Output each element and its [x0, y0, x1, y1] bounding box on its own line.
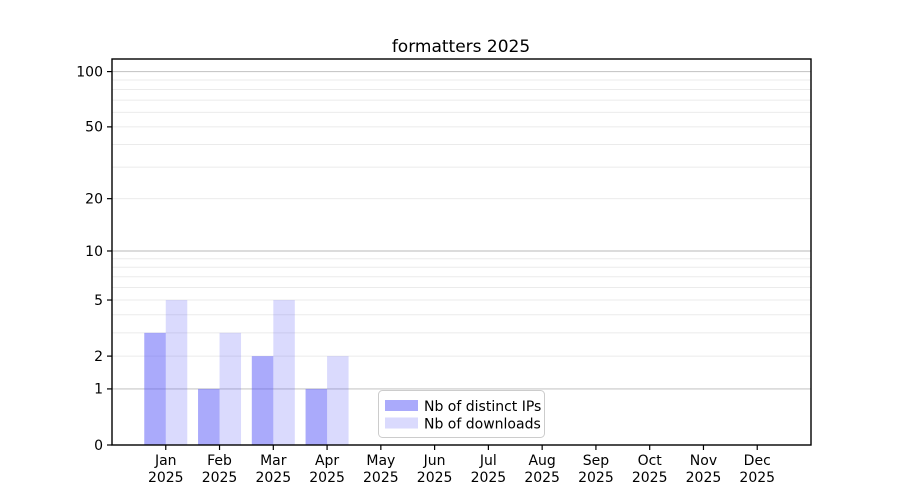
x-tick-label-year: 2025: [417, 470, 453, 486]
x-tick-label-month: Jan: [154, 453, 177, 469]
bar: [251, 356, 274, 445]
legend-label-downloads: Nb of downloads: [424, 417, 541, 433]
plot-border: [111, 58, 812, 446]
y-tick-label: 10: [85, 244, 103, 260]
x-tick-label-month: Dec: [744, 453, 771, 469]
x-tick-label-month: Aug: [528, 453, 555, 469]
x-tick-label-year: 2025: [309, 470, 345, 486]
axis-ticks: [107, 70, 758, 450]
x-tick-label-month: May: [366, 453, 395, 469]
x-tick-label-month: Mar: [260, 453, 287, 469]
y-axis-labels: 0 1 2 5 10 20 50 100: [76, 64, 103, 453]
y-tick-label: 5: [94, 293, 103, 309]
y-tick-label: 2: [94, 349, 103, 365]
x-tick-label-month: Jun: [423, 453, 446, 469]
bar: [305, 388, 328, 445]
legend-label-distinct-ips: Nb of distinct IPs: [424, 399, 541, 415]
x-tick-label-month: Jul: [479, 453, 497, 469]
x-tick-label-year: 2025: [632, 470, 668, 486]
bar: [273, 300, 295, 445]
y-tick-label: 20: [85, 191, 103, 207]
bar: [327, 356, 349, 445]
bar: [198, 388, 220, 445]
x-tick-label-year: 2025: [739, 470, 775, 486]
y-tick-label: 1: [94, 382, 103, 398]
x-tick-label-year: 2025: [255, 470, 291, 486]
bar: [144, 332, 166, 445]
gridlines-major: [112, 70, 811, 390]
x-tick-label-month: Feb: [207, 453, 232, 469]
x-tick-label-year: 2025: [471, 470, 507, 486]
x-tick-label-month: Oct: [638, 453, 663, 469]
bar: [165, 300, 188, 445]
x-tick-label-year: 2025: [686, 470, 722, 486]
y-tick-label: 50: [85, 120, 103, 136]
x-tick-label-year: 2025: [148, 470, 184, 486]
x-tick-label-month: Nov: [690, 453, 717, 469]
gridlines-minor: [112, 79, 811, 357]
legend-swatch-downloads-icon: [385, 417, 418, 429]
bars: [144, 300, 349, 445]
x-tick-label-year: 2025: [524, 470, 560, 486]
x-tick-label-month: Apr: [315, 453, 339, 469]
x-axis-labels: Jan2025Feb2025Mar2025Apr2025May2025Jun20…: [148, 453, 775, 486]
x-tick-label-year: 2025: [202, 470, 238, 486]
legend-box: [378, 390, 545, 438]
x-tick-label-year: 2025: [363, 470, 399, 486]
bar: [219, 332, 242, 445]
legend-swatch-distinct-ips-icon: [385, 400, 418, 411]
y-tick-label: 100: [76, 64, 103, 80]
x-tick-label-month: Sep: [583, 453, 610, 469]
x-tick-label-year: 2025: [578, 470, 614, 486]
chart-title: formatters 2025: [392, 37, 530, 57]
legend: Nb of distinct IPs Nb of downloads: [378, 390, 545, 438]
y-tick-label: 0: [94, 438, 103, 454]
